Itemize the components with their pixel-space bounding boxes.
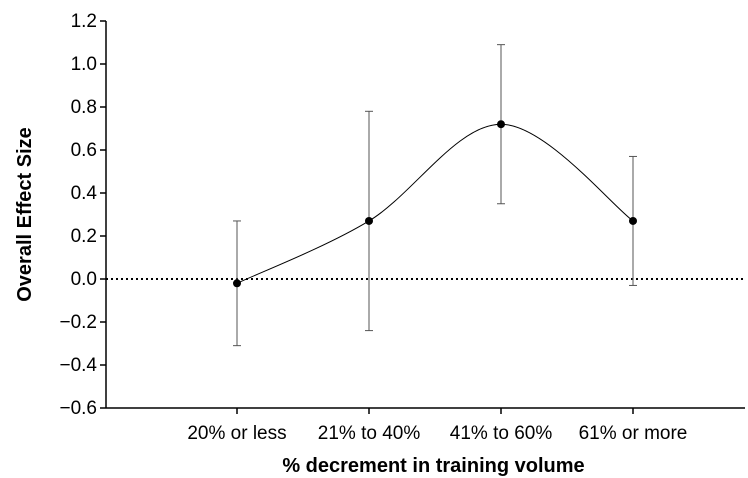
data-point bbox=[233, 279, 241, 288]
x-tick-label: 61% or more bbox=[579, 423, 688, 444]
x-axis-title: % decrement in training volume bbox=[282, 455, 584, 477]
x-tick-label: 20% or less bbox=[187, 423, 286, 444]
y-tick-label: −0.4 bbox=[59, 355, 97, 376]
series-line bbox=[236, 123, 634, 284]
data-point bbox=[629, 216, 637, 225]
data-point bbox=[497, 120, 505, 129]
y-tick-label: −0.6 bbox=[59, 398, 97, 419]
y-tick-label: 0.2 bbox=[71, 226, 97, 247]
x-tick-label: 21% to 40% bbox=[318, 423, 421, 444]
x-tick-label: 41% to 60% bbox=[450, 423, 553, 444]
y-tick-label: 0.4 bbox=[71, 183, 98, 204]
axes bbox=[100, 20, 745, 414]
y-tick-label: 1.2 bbox=[71, 11, 97, 32]
y-tick-label: 0.6 bbox=[71, 140, 97, 161]
data-points bbox=[233, 120, 637, 288]
y-tick-label: −0.2 bbox=[59, 312, 97, 333]
error-bars bbox=[233, 44, 637, 347]
y-tick-label: 0.0 bbox=[71, 269, 97, 290]
data-point bbox=[365, 216, 373, 225]
tick-labels: 1.2 1.0 0.8 0.6 0.4 0.2 0.0 −0.2 −0.4 −0.6 20% or … bbox=[59, 11, 687, 444]
series-line-group bbox=[236, 123, 634, 284]
y-tick-label: 1.0 bbox=[71, 54, 97, 75]
y-tick-label: 0.8 bbox=[71, 97, 97, 118]
y-axis-title: Overall Effect Size bbox=[14, 127, 36, 302]
